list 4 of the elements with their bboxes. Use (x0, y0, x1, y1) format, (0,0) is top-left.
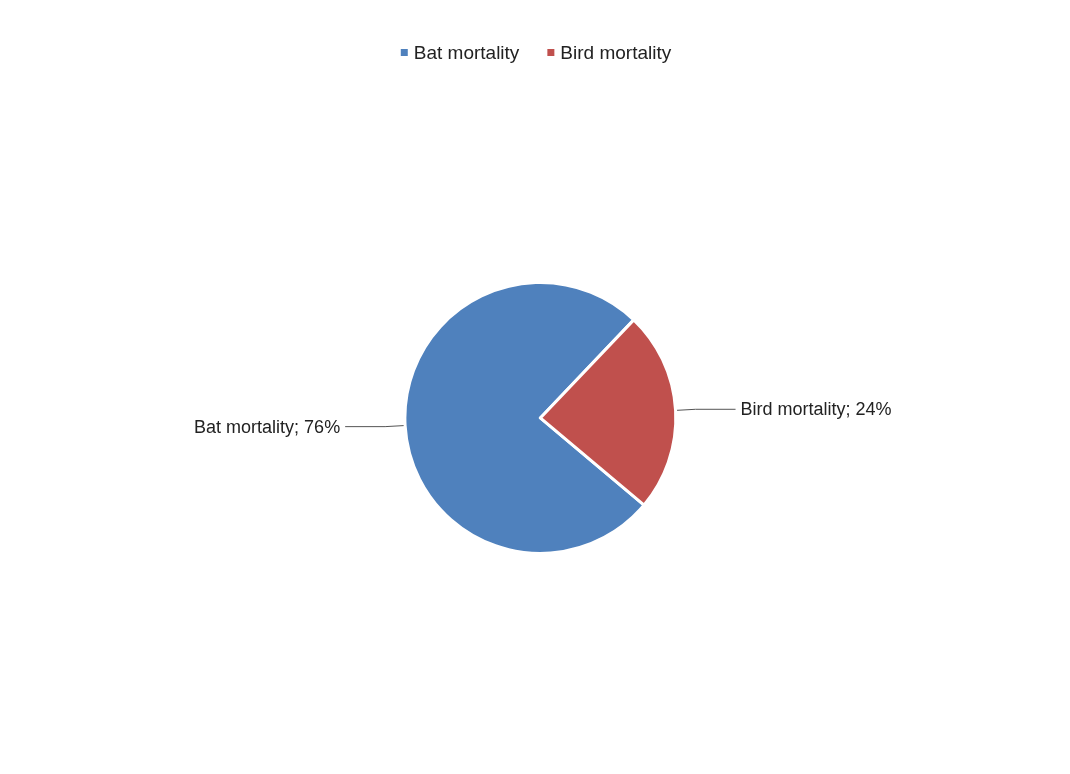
data-label: Bat mortality; 76% (194, 416, 341, 437)
data-label: Bird mortality; 24% (740, 399, 892, 420)
legend-label: Bird mortality (560, 42, 672, 63)
legend-label: Bat mortality (413, 42, 520, 63)
